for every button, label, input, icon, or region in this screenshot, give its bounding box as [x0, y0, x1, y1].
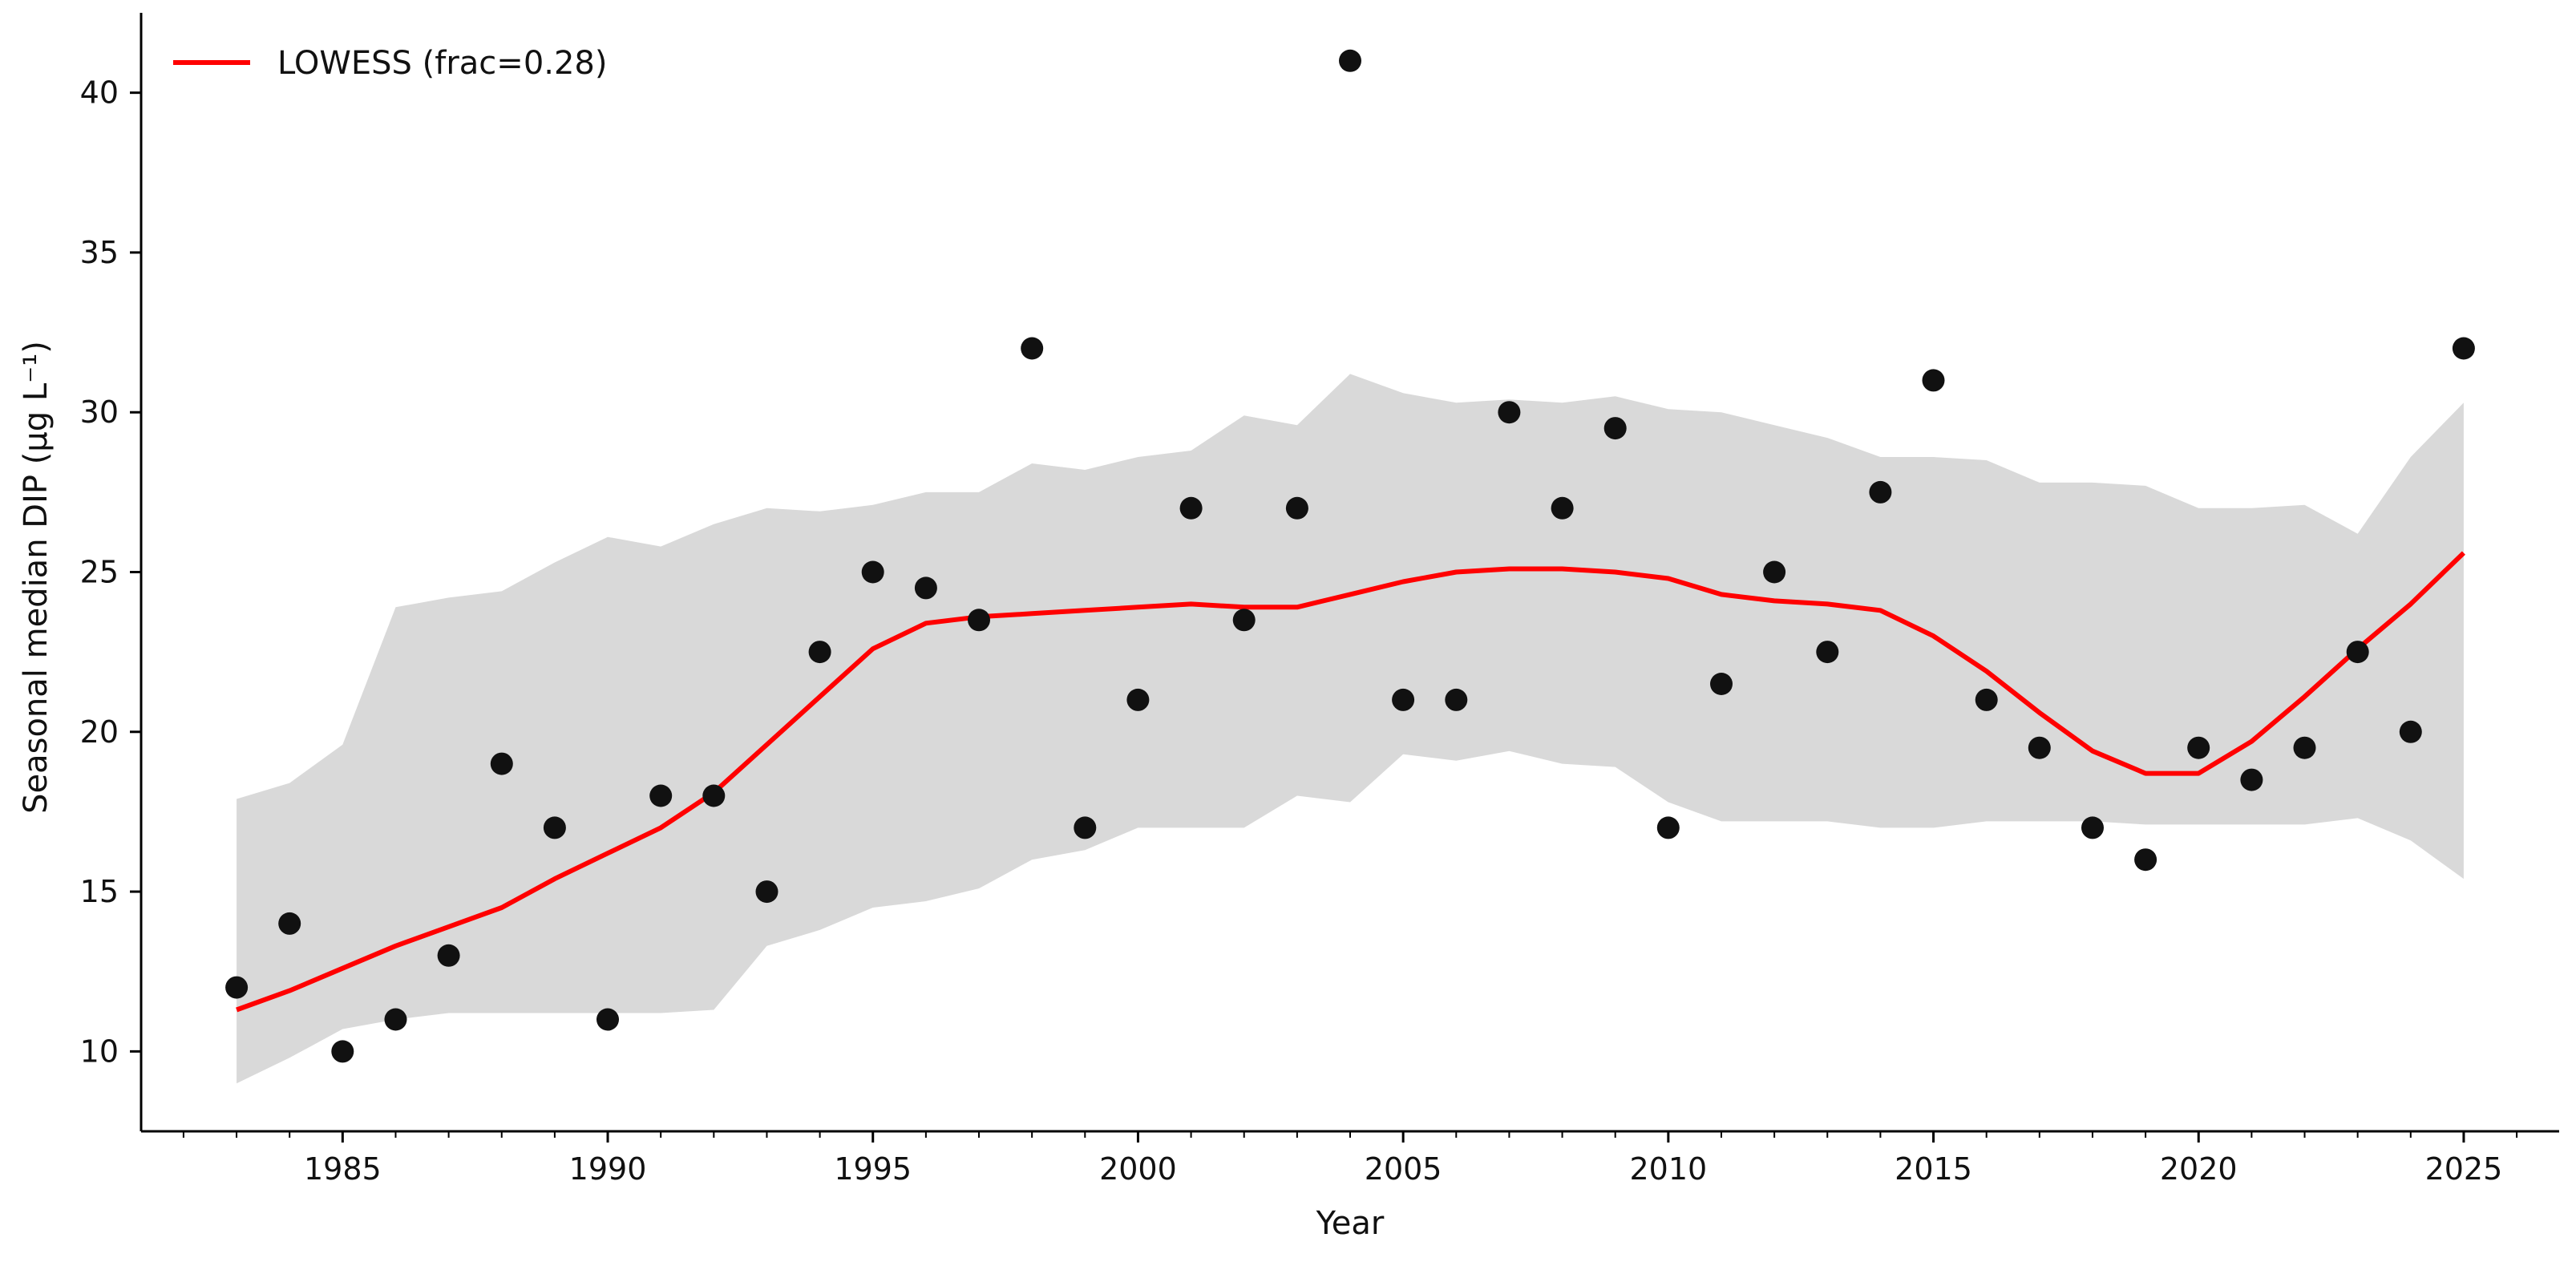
data-point	[1392, 688, 1415, 711]
x-tick-label: 2000	[1099, 1151, 1177, 1187]
data-point	[2028, 736, 2051, 759]
data-point	[1869, 480, 1892, 504]
data-point	[1816, 641, 1839, 664]
y-axis-title: Seasonal median DIP (µg L⁻¹)	[18, 341, 55, 814]
y-ticks: 10 15 20 25 30 35 40	[80, 75, 141, 1069]
y-tick-label: 35	[80, 235, 119, 270]
data-point	[2399, 720, 2422, 743]
data-point	[755, 880, 778, 904]
x-ticks: 1985 1990 1995 2000 2005 2010 2015 2020 2025	[182, 1131, 2518, 1187]
data-point	[490, 752, 513, 775]
x-tick-label: 1985	[304, 1151, 382, 1187]
data-point	[1763, 560, 1786, 584]
data-point	[2187, 736, 2210, 759]
lowess-line	[236, 551, 2465, 1013]
data-point	[1551, 496, 1574, 520]
data-point	[702, 784, 726, 807]
data-point	[384, 1008, 407, 1031]
y-tick-label: 30	[80, 394, 119, 430]
y-tick-label: 20	[80, 714, 119, 750]
data-point	[649, 784, 673, 807]
data-point	[2240, 768, 2263, 791]
data-point	[1922, 369, 1945, 392]
data-point	[1126, 688, 1150, 711]
data-point	[1074, 816, 1097, 839]
data-point	[278, 912, 301, 935]
data-point	[1339, 49, 1361, 72]
data-point	[1445, 688, 1468, 711]
y-tick-label: 40	[80, 75, 119, 111]
y-tick-label: 15	[80, 874, 119, 909]
data-point	[1656, 816, 1680, 839]
data-point	[1498, 401, 1521, 424]
x-tick-label: 2020	[2160, 1151, 2238, 1187]
data-point	[2293, 736, 2316, 759]
x-tick-label: 2015	[1895, 1151, 1972, 1187]
data-point	[437, 944, 460, 967]
data-point	[2452, 337, 2475, 360]
data-point	[2346, 641, 2369, 664]
x-tick-label: 1995	[834, 1151, 912, 1187]
x-tick-label: 2025	[2425, 1151, 2503, 1187]
data-point	[808, 641, 831, 664]
data-point	[2081, 816, 2104, 839]
data-point	[2134, 848, 2157, 872]
data-point	[1285, 496, 1308, 520]
data-point	[1021, 337, 1044, 360]
legend-label-lowess: LOWESS (frac=0.28)	[277, 45, 607, 82]
y-tick-label: 25	[80, 555, 119, 590]
data-point	[331, 1040, 354, 1063]
data-point	[543, 816, 566, 839]
data-points-layer	[225, 49, 2475, 1063]
legend: LOWESS (frac=0.28)	[173, 45, 607, 82]
lowess-line-layer	[236, 551, 2465, 1013]
confidence-band	[237, 374, 2464, 1084]
data-point	[914, 576, 937, 600]
data-point	[1603, 417, 1627, 440]
x-tick-label: 2005	[1365, 1151, 1442, 1187]
x-axis-title: Year	[1316, 1205, 1385, 1242]
x-tick-label: 2010	[1629, 1151, 1707, 1187]
y-tick-label: 10	[80, 1033, 119, 1069]
data-point	[968, 609, 990, 632]
data-point	[1975, 688, 1998, 711]
confidence-band-layer	[237, 374, 2464, 1084]
data-point	[1179, 496, 1203, 520]
data-point	[1710, 673, 1733, 695]
data-point	[861, 560, 884, 584]
data-point	[596, 1008, 619, 1031]
x-tick-label: 1990	[569, 1151, 647, 1187]
data-point	[1232, 609, 1256, 632]
data-point	[225, 976, 249, 999]
